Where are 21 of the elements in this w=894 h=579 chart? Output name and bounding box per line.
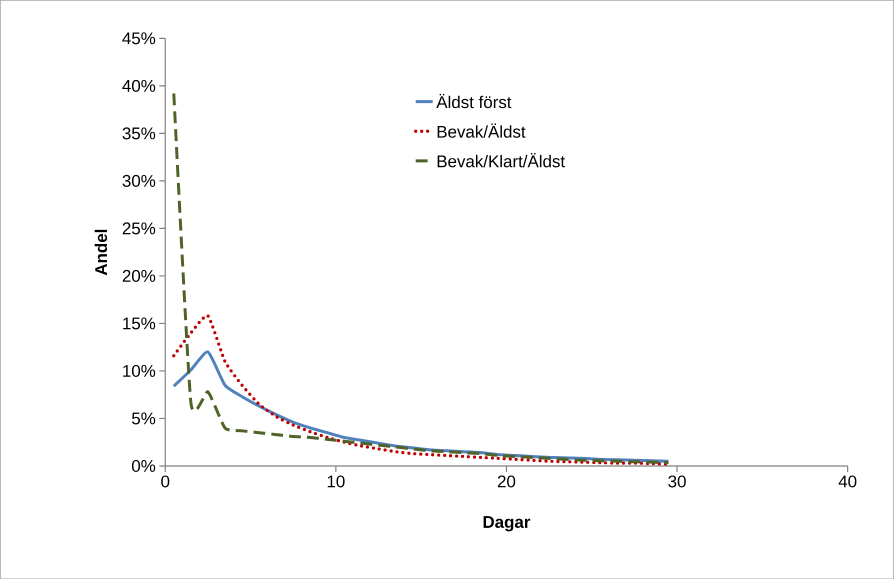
x-tick-label: 40 [838, 475, 856, 488]
legend-label: Bevak/Klart/Äldst [438, 152, 565, 168]
y-tick-label: 25% [122, 222, 156, 234]
legend-label: Bevak/Äldst [438, 123, 526, 138]
x-tick-label: 20 [498, 475, 516, 488]
y-tick-label: 30% [122, 174, 156, 187]
y-tick-label: 10% [123, 364, 156, 377]
y-tick-label: 40% [122, 80, 156, 92]
y-tick-label: 5% [132, 412, 156, 424]
y-tick-label: 45% [122, 32, 156, 44]
x-tick-label: 30 [668, 475, 686, 488]
x-tick-label: 10 [328, 475, 345, 488]
line-series [172, 92, 670, 464]
legend-label: Äldst först [436, 94, 512, 108]
y-tick-label: 0% [132, 460, 156, 472]
y-tick-label: 15% [123, 317, 156, 330]
x-axis-title: Dagar [484, 516, 530, 532]
y-tick-label: 20% [122, 270, 156, 282]
y-tick-label: 35% [122, 127, 156, 140]
x-tick-label: 0 [161, 475, 170, 488]
y-axis-title: Andel [94, 230, 108, 276]
